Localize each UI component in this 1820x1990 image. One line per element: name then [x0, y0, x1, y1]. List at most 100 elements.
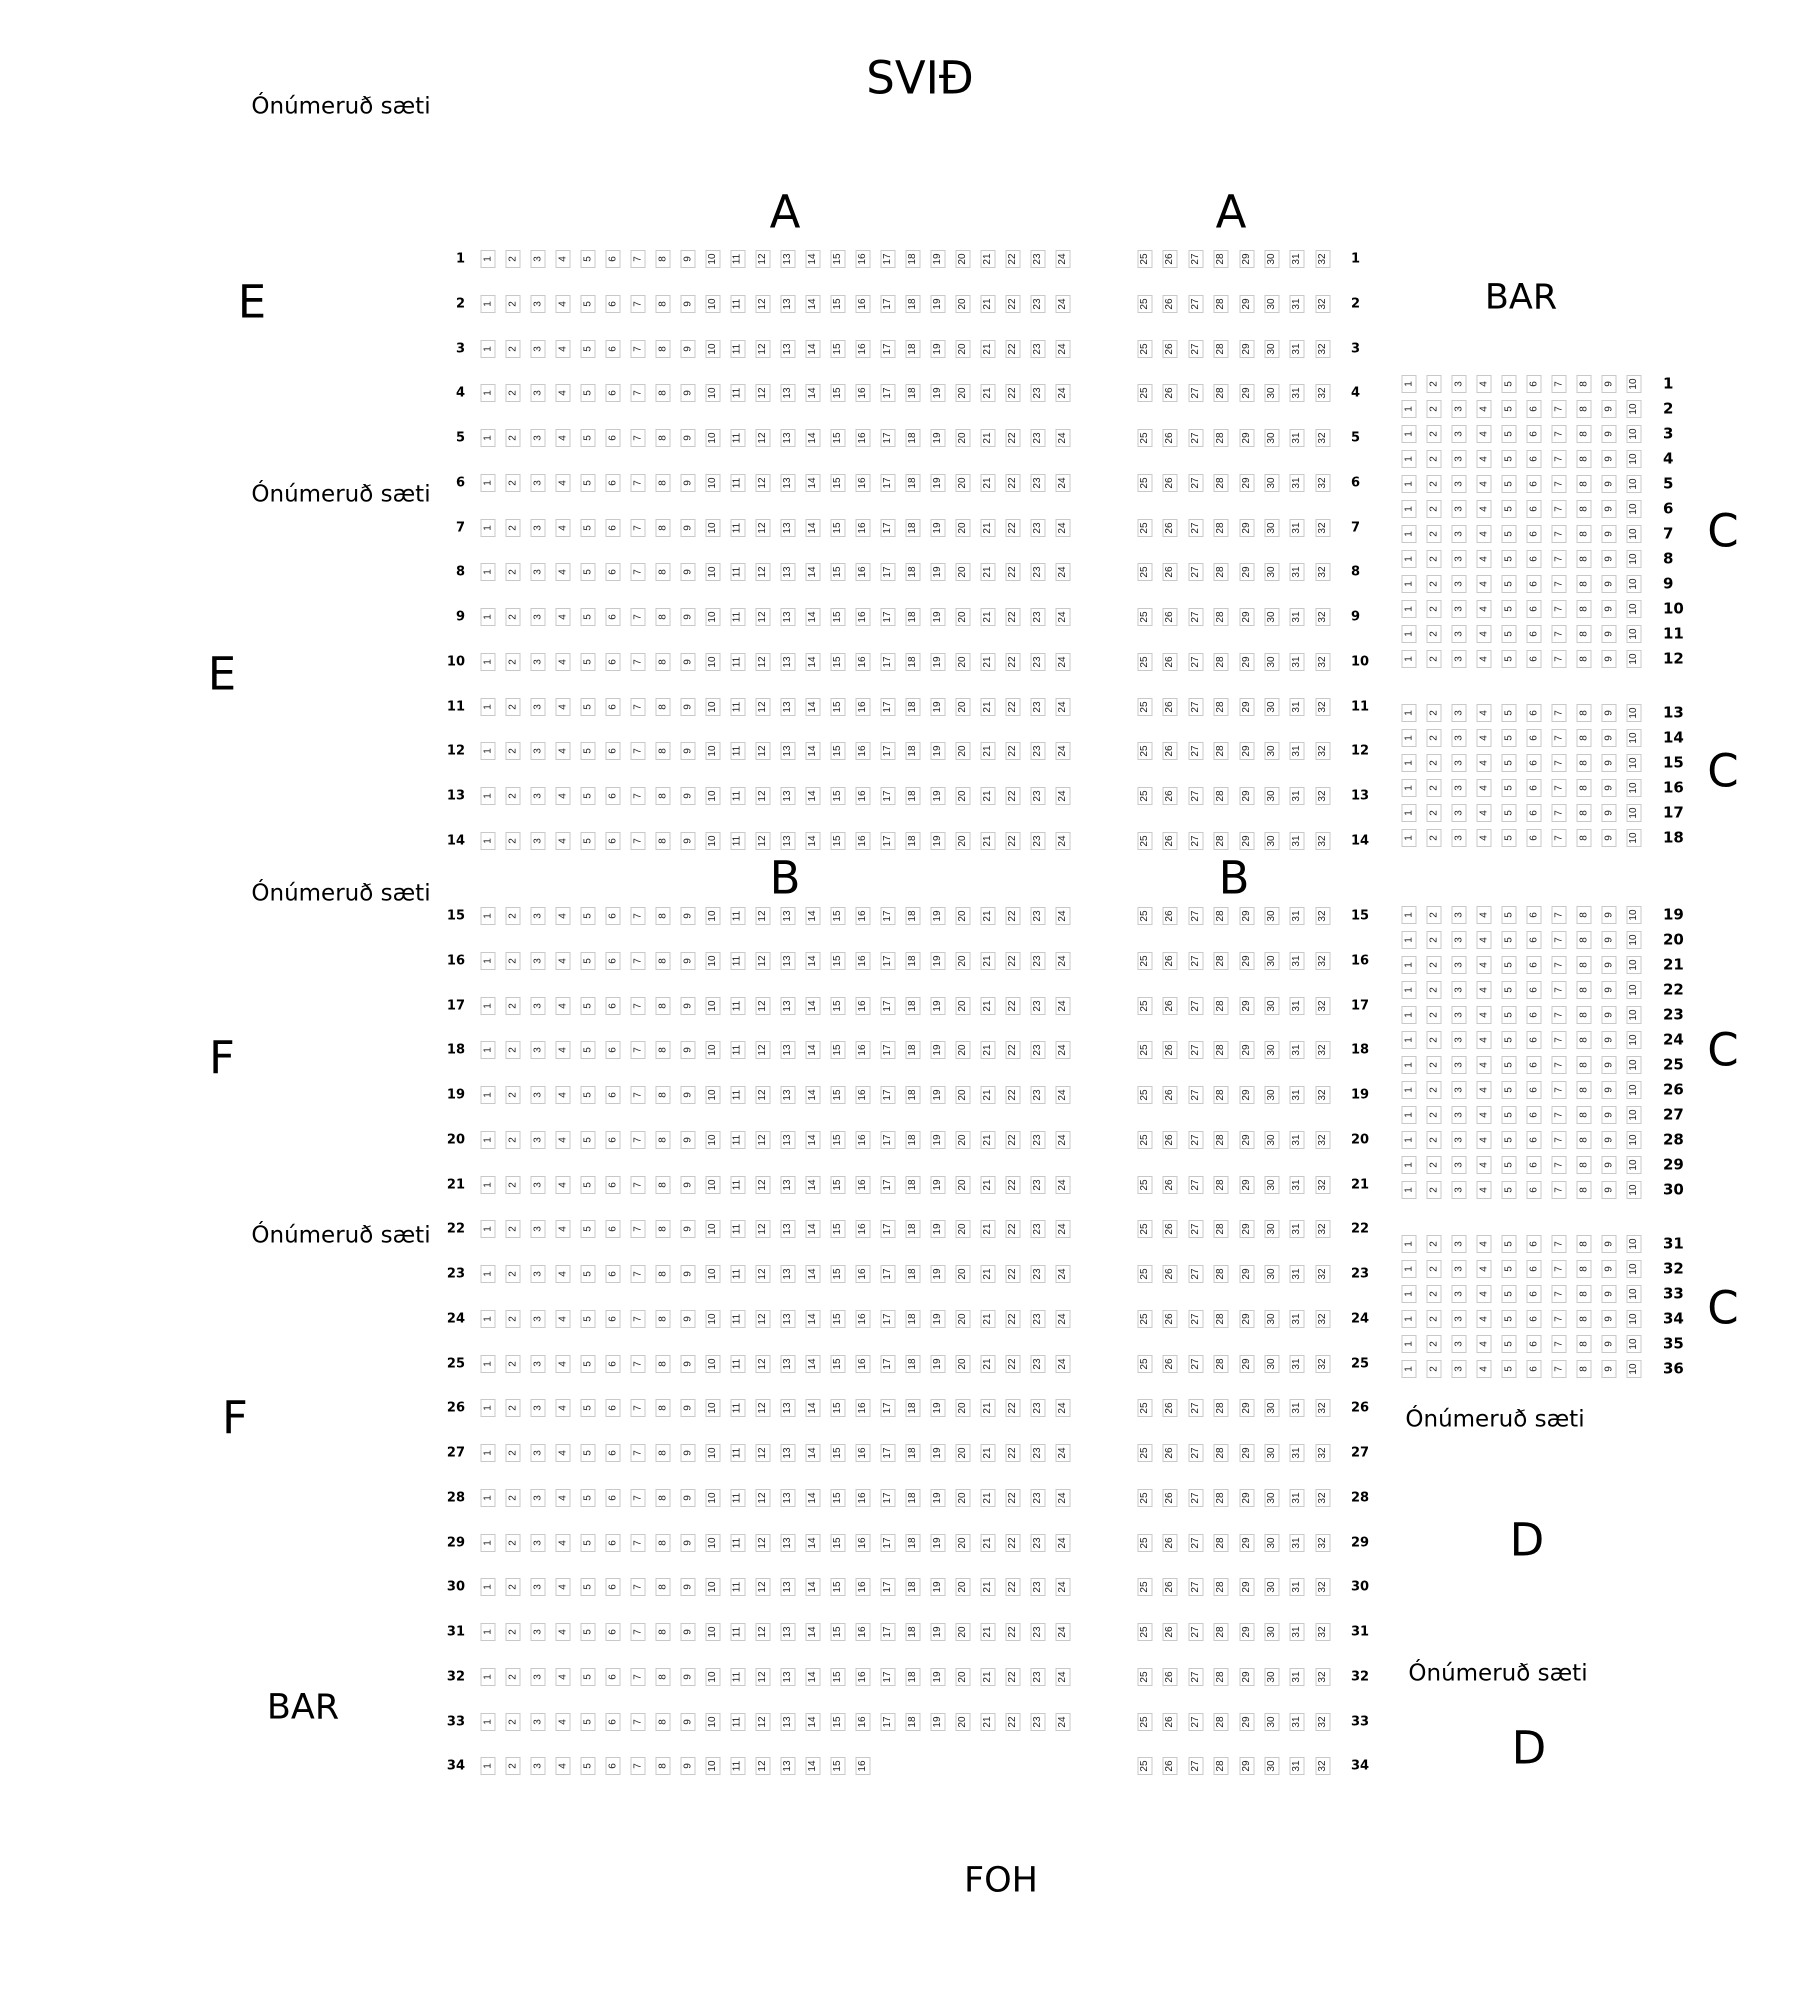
seat[interactable]: 9: [1601, 1285, 1617, 1303]
seat[interactable]: 9: [680, 1712, 696, 1731]
seat[interactable]: 10: [1626, 575, 1642, 593]
seat[interactable]: 7: [1551, 1106, 1567, 1124]
seat[interactable]: 4: [555, 1712, 571, 1731]
seat[interactable]: 26: [1162, 1488, 1178, 1507]
seat[interactable]: 22: [1005, 339, 1021, 358]
seat[interactable]: 11: [730, 1667, 746, 1686]
seat[interactable]: 7: [630, 831, 646, 850]
seat[interactable]: 14: [805, 1041, 821, 1060]
seat[interactable]: 6: [1526, 729, 1542, 747]
seat[interactable]: 14: [805, 1623, 821, 1641]
seat[interactable]: 3: [1451, 400, 1467, 418]
seat[interactable]: 18: [905, 384, 921, 403]
seat[interactable]: 6: [605, 1667, 621, 1686]
seat[interactable]: 28: [1213, 1712, 1229, 1731]
seat[interactable]: 17: [880, 996, 896, 1015]
seat[interactable]: 31: [1289, 907, 1305, 925]
seat[interactable]: 27: [1188, 1309, 1204, 1328]
seat[interactable]: 6: [605, 1175, 621, 1194]
seat[interactable]: 7: [630, 1399, 646, 1418]
seat[interactable]: 30: [1264, 1041, 1280, 1060]
seat[interactable]: 25: [1137, 1533, 1153, 1552]
seat[interactable]: 14: [805, 1086, 821, 1104]
seat[interactable]: 31: [1289, 1712, 1305, 1731]
seat[interactable]: 28: [1213, 250, 1229, 268]
seat[interactable]: 20: [955, 250, 971, 268]
seat[interactable]: 6: [1526, 600, 1542, 618]
seat[interactable]: 24: [1055, 1309, 1071, 1328]
seat[interactable]: 20: [955, 787, 971, 805]
seat[interactable]: 29: [1239, 1712, 1255, 1731]
seat[interactable]: 8: [655, 831, 671, 850]
seat[interactable]: 2: [1426, 729, 1442, 747]
seat[interactable]: 32: [1315, 518, 1331, 537]
seat[interactable]: 14: [805, 1667, 821, 1686]
seat[interactable]: 3: [1451, 829, 1467, 847]
seat[interactable]: 22: [1005, 563, 1021, 582]
seat[interactable]: 9: [680, 384, 696, 403]
seat[interactable]: 4: [1476, 625, 1492, 643]
seat[interactable]: 7: [1551, 400, 1567, 418]
seat[interactable]: 18: [905, 608, 921, 626]
seat[interactable]: 24: [1055, 473, 1071, 492]
seat[interactable]: 13: [780, 384, 796, 403]
seat[interactable]: 4: [1476, 1081, 1492, 1099]
seat[interactable]: 7: [630, 608, 646, 626]
seat[interactable]: 14: [805, 294, 821, 313]
seat[interactable]: 9: [680, 1488, 696, 1507]
seat[interactable]: 4: [1476, 1006, 1492, 1024]
seat[interactable]: 14: [805, 1533, 821, 1552]
seat[interactable]: 3: [530, 996, 546, 1015]
seat[interactable]: 31: [1289, 1533, 1305, 1552]
seat[interactable]: 9: [680, 1399, 696, 1418]
seat[interactable]: 10: [1626, 829, 1642, 847]
seat[interactable]: 12: [755, 742, 771, 761]
seat[interactable]: 23: [1030, 1712, 1046, 1731]
seat[interactable]: 4: [555, 697, 571, 716]
seat[interactable]: 1: [480, 473, 496, 492]
seat[interactable]: 9: [1601, 804, 1617, 822]
seat[interactable]: 3: [1451, 931, 1467, 949]
seat[interactable]: 10: [705, 742, 721, 761]
seat[interactable]: 25: [1137, 339, 1153, 358]
seat[interactable]: 7: [1551, 475, 1567, 493]
seat[interactable]: 2: [1426, 500, 1442, 518]
seat[interactable]: 8: [1576, 525, 1592, 543]
seat[interactable]: 2: [1426, 1310, 1442, 1328]
seat[interactable]: 3: [530, 1667, 546, 1686]
seat[interactable]: 13: [780, 1533, 796, 1552]
seat[interactable]: 6: [1526, 650, 1542, 668]
seat[interactable]: 7: [1551, 600, 1567, 618]
seat[interactable]: 8: [655, 1041, 671, 1060]
seat[interactable]: 16: [855, 1354, 871, 1373]
seat[interactable]: 12: [755, 1354, 771, 1373]
seat[interactable]: 8: [1576, 425, 1592, 443]
seat[interactable]: 10: [1626, 1310, 1642, 1328]
seat[interactable]: 14: [805, 742, 821, 761]
seat[interactable]: 23: [1030, 742, 1046, 761]
seat[interactable]: 17: [880, 429, 896, 447]
seat[interactable]: 5: [1501, 525, 1517, 543]
seat[interactable]: 23: [1030, 1533, 1046, 1552]
seat[interactable]: 1: [480, 787, 496, 805]
seat[interactable]: 28: [1213, 1399, 1229, 1418]
seat[interactable]: 10: [705, 473, 721, 492]
seat[interactable]: 29: [1239, 951, 1255, 970]
seat[interactable]: 10: [1626, 931, 1642, 949]
seat[interactable]: 2: [1426, 550, 1442, 568]
seat[interactable]: 31: [1289, 996, 1305, 1015]
seat[interactable]: 5: [580, 787, 596, 805]
seat[interactable]: 22: [1005, 1265, 1021, 1283]
seat[interactable]: 16: [855, 1757, 871, 1776]
seat[interactable]: 3: [1451, 625, 1467, 643]
seat[interactable]: 9: [1601, 575, 1617, 593]
seat[interactable]: 31: [1289, 1309, 1305, 1328]
seat[interactable]: 4: [1476, 1310, 1492, 1328]
seat[interactable]: 17: [880, 518, 896, 537]
seat[interactable]: 24: [1055, 1399, 1071, 1418]
seat[interactable]: 6: [1526, 906, 1542, 924]
seat[interactable]: 3: [1451, 704, 1467, 722]
seat[interactable]: 16: [855, 1488, 871, 1507]
seat[interactable]: 3: [1451, 906, 1467, 924]
seat[interactable]: 21: [980, 787, 996, 805]
